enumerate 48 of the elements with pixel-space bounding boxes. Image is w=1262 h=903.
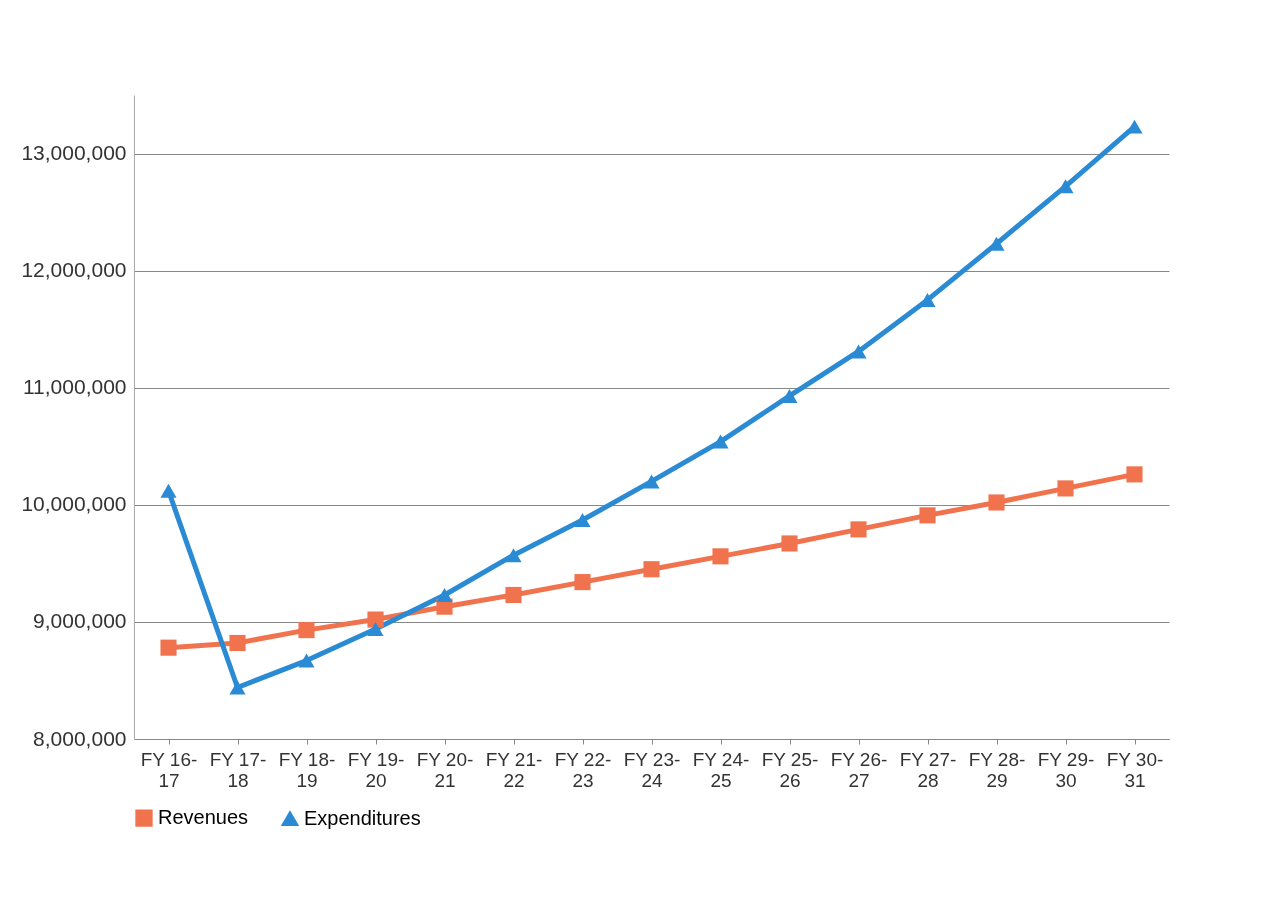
y-tick-label: 9,000,000 bbox=[33, 609, 127, 633]
y-tick-label: 12,000,000 bbox=[21, 258, 127, 282]
point bbox=[574, 574, 591, 591]
x-tick-label: FY 16-17 bbox=[140, 748, 198, 791]
point bbox=[1126, 466, 1143, 483]
x-tick-label: FY 26-27 bbox=[830, 748, 888, 791]
point bbox=[436, 588, 453, 602]
point bbox=[781, 535, 798, 552]
x-tick-label: FY 27-28 bbox=[899, 748, 957, 791]
x-tick-label: FY 17-18 bbox=[209, 748, 267, 791]
y-tick-label: 8,000,000 bbox=[33, 726, 127, 750]
point bbox=[160, 639, 177, 656]
point bbox=[367, 621, 384, 636]
x-tick-label: FY 30-31 bbox=[1106, 748, 1164, 791]
point bbox=[919, 507, 936, 524]
x-tick-label: FY 19-20 bbox=[347, 748, 405, 791]
x-tick-label: FY 28-29 bbox=[968, 748, 1026, 791]
x-tick-label: FY 24-25 bbox=[692, 748, 750, 791]
point bbox=[298, 653, 315, 668]
point bbox=[298, 622, 315, 639]
point bbox=[643, 561, 660, 578]
y-tick-label: 13,000,000 bbox=[21, 141, 127, 165]
point bbox=[229, 634, 246, 652]
x-tick-label: FY 18-19 bbox=[278, 748, 336, 791]
point bbox=[850, 521, 867, 538]
y-tick-label: 11,000,000 bbox=[22, 375, 127, 399]
point bbox=[988, 494, 1005, 511]
x-tick-label: FY 25-26 bbox=[761, 748, 819, 791]
point bbox=[1057, 480, 1074, 497]
x-tick-label: FY 20-21 bbox=[416, 748, 474, 791]
point bbox=[367, 611, 384, 628]
x-tick-label: FY 22-23 bbox=[554, 748, 612, 791]
point bbox=[574, 513, 591, 528]
point bbox=[712, 548, 729, 565]
x-tick-label: FY 23-24 bbox=[623, 748, 681, 791]
legend-label: Expenditures bbox=[304, 806, 421, 829]
point bbox=[505, 548, 522, 563]
point bbox=[850, 344, 867, 359]
point bbox=[643, 474, 660, 489]
legend-label: Revenues bbox=[158, 806, 249, 829]
point bbox=[160, 483, 177, 498]
point bbox=[229, 680, 246, 695]
x-tick-label: FY 29-30 bbox=[1037, 748, 1095, 791]
point bbox=[712, 434, 729, 449]
point bbox=[505, 586, 522, 604]
x-tick-label: FY 21-22 bbox=[485, 748, 543, 791]
point bbox=[781, 388, 798, 403]
y-tick-label: 10,000,000 bbox=[21, 492, 127, 516]
